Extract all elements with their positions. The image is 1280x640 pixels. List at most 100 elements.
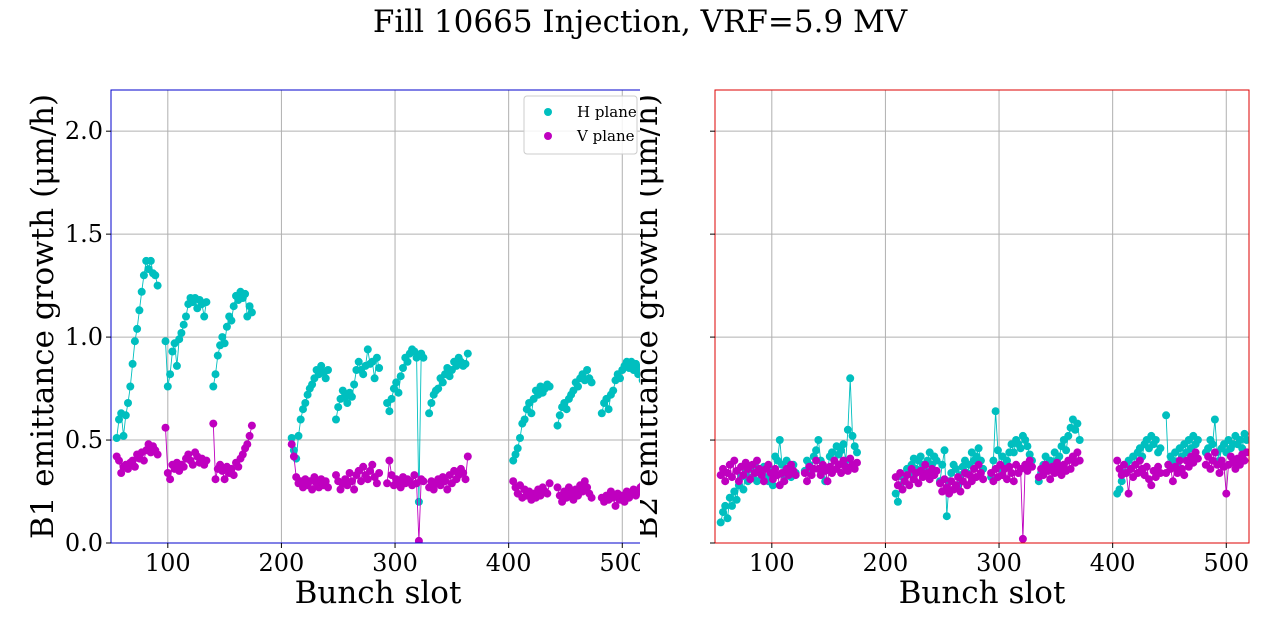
b1-v-plane-point [580, 477, 589, 486]
b1-h-plane-point [130, 337, 139, 346]
b1-h-plane-point [294, 431, 303, 440]
b1-h-plane-point [179, 320, 188, 329]
b2-h-plane-point [1208, 440, 1217, 449]
b2-v-plane-point [903, 471, 911, 480]
b1-h-plane-point [229, 302, 238, 311]
b2-v-plane-point [940, 475, 949, 484]
b1-v-plane-point [410, 471, 419, 480]
b2-h-plane-point [1156, 444, 1165, 453]
b1-h-plane-point [213, 351, 222, 360]
b2-v-plane-point [757, 471, 766, 480]
b2-v-plane-point [898, 485, 907, 494]
b1-h-plane-point [438, 378, 447, 387]
b1-legend: H plane V plane [523, 95, 638, 155]
b2-h-plane-point [1193, 436, 1202, 444]
b1-h-plane-point [553, 421, 562, 430]
b1-h-plane-point [124, 399, 132, 407]
b2-h-plane-point [723, 514, 732, 523]
b2-h-plane-point [853, 448, 861, 457]
b1-h-plane-point [133, 324, 142, 333]
b1-h-plane-point [587, 378, 596, 387]
b2-v-plane-point [739, 471, 748, 480]
b2-v-plane-line [720, 460, 797, 486]
b1-h-plane-point [222, 322, 231, 331]
b2-v-plane-point [1005, 462, 1014, 471]
b2-h-plane-point [991, 407, 1000, 416]
b2-h-plane-point [989, 456, 998, 465]
b1-v-plane-point [441, 477, 449, 486]
b2-v-plane-point [1156, 469, 1165, 477]
b2-h-plane-point [725, 493, 734, 502]
b1-v-plane-point [229, 471, 238, 480]
b1-h-plane-point [350, 380, 359, 389]
b2-v-plane-point [1041, 460, 1050, 469]
b2-v-plane-point [787, 460, 796, 469]
b2-v-plane-point [932, 466, 941, 475]
b2-h-plane-point [837, 446, 846, 455]
b1-ytick-label: 0.0 [65, 529, 103, 557]
b2-v-plane-point [741, 458, 750, 467]
b2-xtick-label: 100 [749, 549, 795, 577]
b2-h-plane-point [732, 495, 741, 504]
b1-h-plane-point [338, 386, 347, 395]
b2-v-plane-point [818, 460, 827, 469]
b2-v-plane-point [1154, 462, 1163, 471]
b2-xtick-label: 200 [863, 549, 909, 577]
b1-h-plane-point [200, 312, 209, 321]
b1-v-plane-point [287, 440, 296, 449]
b2-v-plane-point [1191, 448, 1200, 457]
b1-h-plane-point [115, 415, 123, 424]
b1-xtick-label: 500 [599, 549, 640, 577]
b2-v-plane-point [1135, 456, 1144, 465]
b2-h-plane-point [1062, 446, 1071, 455]
b1-h-plane-point [583, 366, 592, 374]
b2-v-plane-series [716, 448, 1249, 543]
b1-h-plane-point [332, 415, 340, 424]
b1-v-plane-point [321, 477, 330, 486]
b1-v-plane-point [359, 462, 368, 471]
b1-h-plane-point [545, 382, 554, 391]
b1-h-plane-point [445, 372, 454, 381]
b2-h-plane-point [1023, 442, 1032, 451]
b1-h-plane-point [153, 281, 162, 290]
b1-data-layer [112, 256, 640, 543]
b1-v-plane-point [153, 450, 162, 459]
b1-h-plane-point [359, 370, 368, 379]
b2-v-plane-point [1240, 456, 1249, 465]
b1-v-plane-point [211, 475, 220, 484]
b2-v-plane-point [853, 458, 861, 467]
b1-h-plane-point [461, 359, 470, 368]
b2-v-plane-point [1175, 456, 1184, 465]
b2-v-plane-point [1003, 475, 1011, 484]
b1-h-plane-point [126, 382, 135, 391]
b2-v-plane-point [837, 469, 846, 477]
chart-b2-emittance: 100 200 300 400 500 Bunch slot B2 emittance gr… [640, 89, 1250, 611]
b1-h-plane-point [247, 308, 256, 317]
b2-h-plane-point [1162, 411, 1171, 420]
b1-v-plane-point [385, 456, 394, 465]
b1-h-plane-point [220, 339, 229, 348]
b2-v-plane-point [1046, 475, 1055, 484]
b2-v-plane-point [1210, 448, 1219, 457]
b2-v-plane-point [1018, 534, 1027, 543]
chart-b1-emittance: 100 200 300 400 500 0.0 0.5 1.0 1.5 2.0 Bunch slot… [25, 89, 640, 611]
b1-h-plane-point [403, 357, 412, 366]
b1-h-plane-point [303, 390, 312, 399]
b2-xtick-label: 500 [1203, 549, 1249, 577]
b2-v-plane-point [1124, 489, 1133, 498]
b2-h-plane-point [850, 442, 859, 451]
b1-h-plane-point [209, 382, 218, 391]
b1-v-plane-point [383, 479, 392, 488]
b1-v-plane-point [545, 479, 554, 488]
b2-h-plane-point [1009, 448, 1018, 457]
b1-h-plane-point [513, 444, 522, 453]
b1-v-plane-point [419, 477, 428, 486]
b2-h-plane-point [1075, 436, 1084, 444]
b2-h-plane-point [1003, 456, 1011, 465]
b2-h-plane-point [775, 436, 784, 444]
b1-h-plane-point [343, 399, 352, 407]
b2-v-plane-point [896, 469, 905, 477]
b1-h-plane-point [139, 271, 148, 280]
b2-v-plane-point [791, 471, 800, 480]
b1-v-plane-point [357, 477, 365, 486]
